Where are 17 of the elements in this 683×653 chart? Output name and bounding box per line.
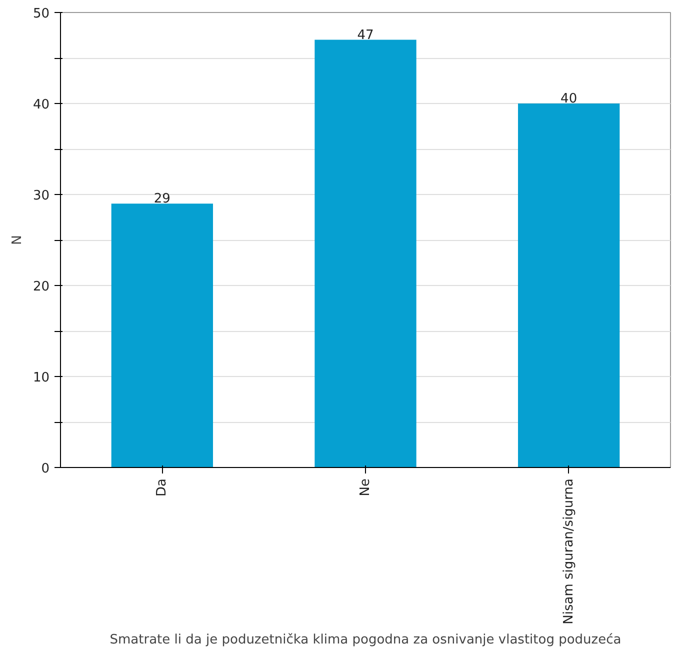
data-label: 40: [560, 92, 578, 106]
y-tick-label: 50: [32, 6, 50, 22]
y-tick-label: 10: [32, 370, 50, 386]
data-label: 29: [154, 192, 170, 207]
y-tick-label: 30: [32, 188, 50, 204]
bar: [111, 204, 213, 468]
y-tick-label: 20: [32, 280, 50, 294]
y-tick-label: 40: [32, 98, 50, 112]
y-tick-label: 0: [41, 462, 50, 476]
x-axis-title: Smatrate li da je poduzetnička klima pogodna za osnivanje vlastitog poduzeća: [110, 632, 622, 648]
x-tick-label: Ne: [358, 478, 373, 496]
x-tick-label: Da: [154, 478, 170, 496]
bar: [518, 104, 620, 468]
data-label: 47: [357, 28, 374, 43]
x-tick-label: Nisam siguran/sigurna: [561, 478, 576, 624]
y-axis-title: N: [10, 235, 25, 245]
bar: [314, 40, 416, 468]
